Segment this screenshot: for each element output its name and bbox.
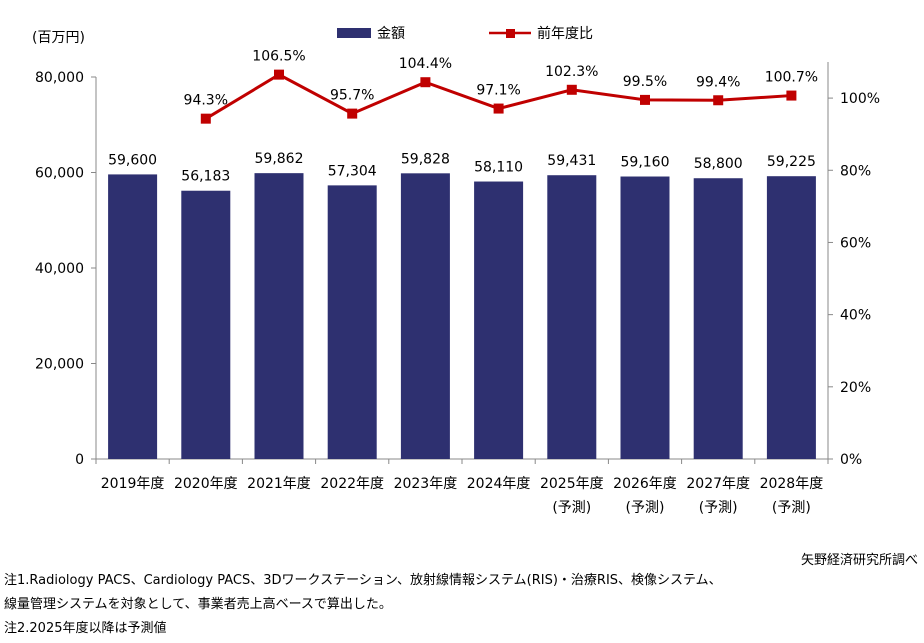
ratio-marker <box>347 108 358 119</box>
x-category-label: (予測) <box>552 500 591 516</box>
legend: 金額 前年度比 <box>337 25 593 42</box>
ratio-value-label: 100.7% <box>765 70 818 86</box>
ratio-marker <box>786 90 797 101</box>
x-category-label: 2019年度 <box>101 476 165 492</box>
bar <box>327 185 377 459</box>
ratio-value-label: 97.1% <box>476 83 520 99</box>
legend-line-marker <box>506 29 515 38</box>
x-category-label: 2020年度 <box>174 476 238 492</box>
x-category-label: (予測) <box>699 500 738 516</box>
axes: 0 20,000 40,000 60,000 80,000 0% 20% 40% 60% 80% 1… <box>35 62 880 468</box>
bar <box>254 173 304 460</box>
y-right-tick-label: 60% <box>840 235 871 251</box>
bar-value-labels: 59,600 56,183 59,862 57,304 59,828 58,110 59,4… <box>108 151 816 185</box>
bar-value-label: 59,225 <box>767 154 816 170</box>
y-right-tick-label: 100% <box>840 91 880 107</box>
unit-label: (百万円) <box>32 30 85 46</box>
bar-value-label: 58,110 <box>474 160 523 176</box>
x-category-label: (予測) <box>626 500 665 516</box>
x-category-label: 2024年度 <box>467 476 531 492</box>
x-category-label: 2028年度 <box>760 476 824 492</box>
x-category-label: 2025年度 <box>540 476 604 492</box>
y-left-tick-label: 60,000 <box>35 166 84 182</box>
ratio-marker <box>274 69 284 80</box>
bar-value-label: 59,160 <box>621 155 670 171</box>
ratio-marker <box>566 84 577 95</box>
y-left-tick-label: 40,000 <box>35 261 84 277</box>
x-axis-labels: 2019年度 2020年度 2021年度 2022年度 2023年度 2024年度 2025… <box>101 476 823 516</box>
x-category-label: 2027年度 <box>686 476 750 492</box>
y-right-tick-label: 40% <box>840 308 871 324</box>
bar-value-label: 59,828 <box>401 151 450 167</box>
y-left-tick-label: 20,000 <box>35 357 84 373</box>
ratio-value-label: 99.5% <box>623 74 667 90</box>
ratio-value-label: 94.3% <box>184 93 228 109</box>
x-category-label: 2021年度 <box>247 476 311 492</box>
x-category-label: 2023年度 <box>394 476 458 492</box>
ratio-marker <box>640 94 650 105</box>
legend-bar-swatch <box>337 28 371 38</box>
x-category-label: (予測) <box>772 500 811 516</box>
ratio-marker <box>713 95 724 106</box>
y-left-tick-label: 0 <box>75 452 84 468</box>
bar <box>181 190 231 459</box>
y-left-tick-label: 80,000 <box>35 70 84 86</box>
ratio-value-label: 102.3% <box>545 64 598 80</box>
ratio-value-label: 106.5% <box>252 49 305 65</box>
x-category-label: 2022年度 <box>320 476 384 492</box>
y-right-tick-label: 0% <box>840 452 862 468</box>
bar-value-label: 58,800 <box>694 156 743 172</box>
bar-value-label: 59,600 <box>108 152 157 168</box>
bar <box>474 181 524 459</box>
ratio-line <box>200 69 797 124</box>
bar-value-label: 59,862 <box>255 151 304 167</box>
legend-line-label: 前年度比 <box>537 25 593 42</box>
bar <box>766 176 816 459</box>
ratio-value-label: 104.4% <box>399 56 452 72</box>
bar-value-label: 59,431 <box>547 153 596 169</box>
note-line-2: 線量管理システムを対象として、事業者売上高ベースで算出した。 <box>4 597 392 612</box>
ratio-value-labels: 94.3% 106.5% 95.7% 104.4% 97.1% 102.3% 99.5% 99… <box>184 49 819 109</box>
ratio-marker <box>493 103 504 114</box>
bar-value-label: 57,304 <box>328 163 377 179</box>
bar-value-label: 56,183 <box>181 169 230 185</box>
bars <box>108 173 816 460</box>
bar <box>108 174 158 459</box>
y-right-tick-label: 20% <box>840 380 871 396</box>
combo-chart: (百万円) 金額 前年度比 020,00040,00060,00080,0000… <box>32 25 880 516</box>
source-note: 矢野経済研究所調べ <box>800 553 918 568</box>
ratio-value-label: 95.7% <box>330 88 374 104</box>
y-right-tick-label: 80% <box>840 163 871 179</box>
ratio-marker <box>420 77 431 88</box>
ratio-value-label: 99.4% <box>696 74 740 90</box>
ratio-marker <box>200 113 211 124</box>
note-line-1: 注1.Radiology PACS、Cardiology PACS、3Dワークス… <box>4 573 722 588</box>
bar <box>400 173 450 460</box>
bar <box>620 176 670 460</box>
bar <box>693 178 743 460</box>
bar <box>547 175 597 459</box>
note-line-3: 注2.2025年度以降は予測値 <box>4 621 167 636</box>
legend-bar-label: 金額 <box>377 26 405 42</box>
x-category-label: 2026年度 <box>613 476 677 492</box>
